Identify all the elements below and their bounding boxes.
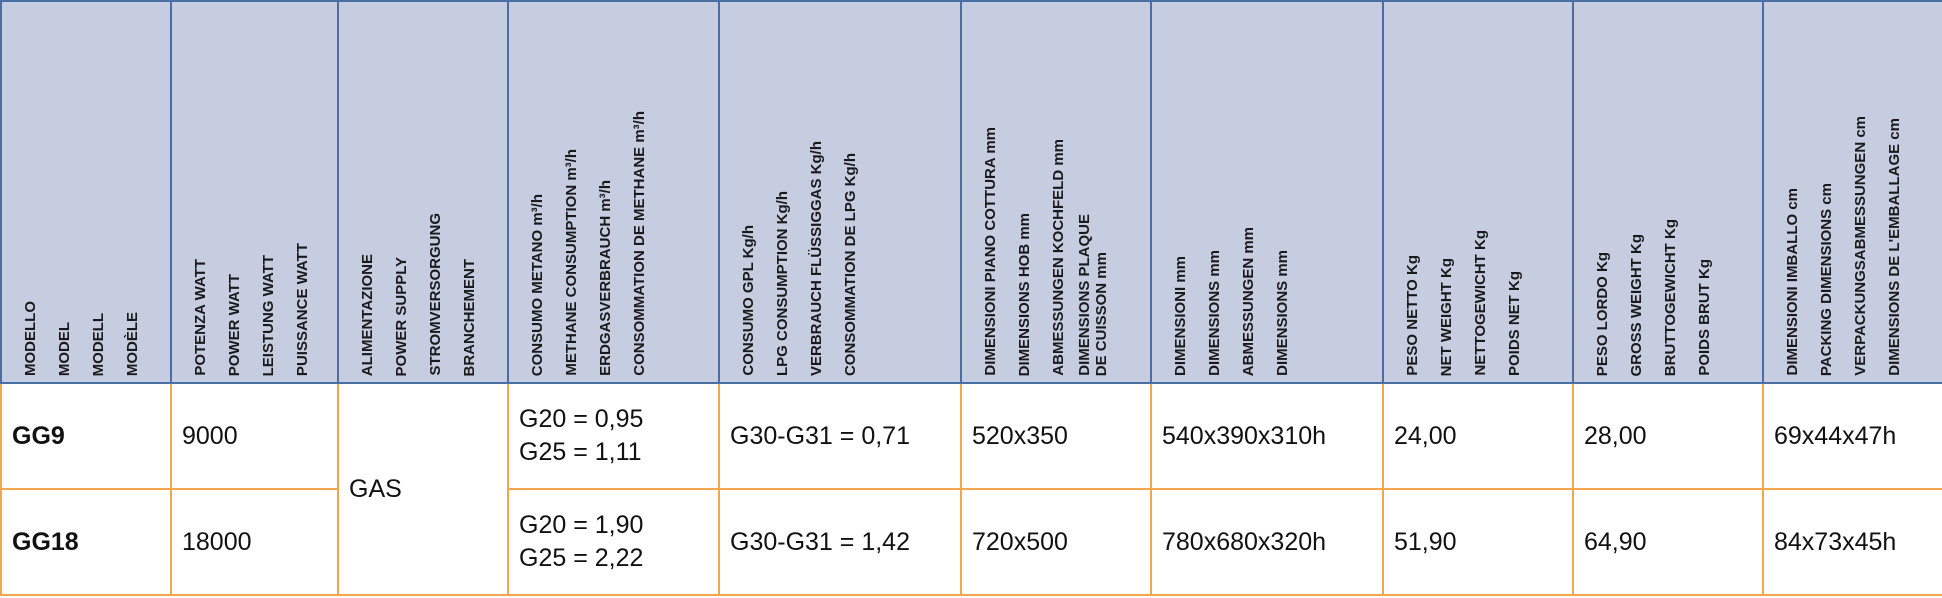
header-line: PESO LORDO Kg [1594, 251, 1611, 376]
header-power: POTENZA WATT POWER WATT LEISTUNG WATT PU… [170, 0, 339, 384]
methane-cell: G20 = 1,90 G25 = 2,22 [507, 488, 720, 596]
header-line: ALIMENTAZIONE [359, 253, 376, 376]
header-line: POIDS BRUT Kg [1696, 259, 1713, 376]
header-line: DE CUISSON mm [1093, 251, 1110, 376]
lpg-cell: G30-G31 = 1,42 [718, 488, 962, 596]
header-line: POTENZA WATT [192, 259, 209, 376]
dimensions-cell: 780x680x320h [1150, 488, 1384, 596]
methane-g20: G20 = 0,95 [519, 405, 644, 433]
header-hob-dimensions: DIMENSIONI PIANO COTTURA mm DIMENSIONS H… [960, 0, 1152, 384]
header-methane-consumption: CONSUMO METANO m³/h METHANE CONSUMPTION … [507, 0, 720, 384]
header-line: ERDGASVERBRAUCH m³/h [597, 180, 614, 376]
header-line: ABMESSUNGEN KOCHFELD mm [1050, 139, 1067, 376]
header-line: PUISSANCE WATT [294, 242, 311, 376]
header-row: MODELLO MODEL MODELL MODÈLE POTENZA WATT… [0, 0, 1942, 384]
header-line: CONSOMMATION DE METHANE m³/h [631, 111, 648, 376]
header-line: BRUTTOGEWICHT Kg [1662, 218, 1679, 376]
header-line: DIMENSIONS mm [1206, 250, 1223, 376]
header-line: CONSUMO METANO m³/h [529, 193, 546, 376]
header-line: DIMENSIONS DE L'EMBALLAGE cm [1886, 118, 1903, 376]
header-line: PESO NETTO Kg [1404, 255, 1421, 376]
net-weight-cell: 24,00 [1382, 382, 1574, 490]
model-cell: GG9 [0, 382, 172, 490]
power-supply-cell: GAS [337, 382, 509, 596]
net-weight-cell: 51,90 [1382, 488, 1574, 596]
lpg-cell: G30-G31 = 0,71 [718, 382, 962, 490]
packing-cell: 69x44x47h [1762, 382, 1942, 490]
header-power-supply: ALIMENTAZIONE POWER SUPPLY STROMVERSORGU… [337, 0, 509, 384]
packing-cell: 84x73x45h [1762, 488, 1942, 596]
gross-weight-cell: 64,90 [1572, 488, 1764, 596]
header-line: NET WEIGHT Kg [1438, 257, 1455, 376]
header-line: NETTOGEWICHT Kg [1472, 230, 1489, 376]
header-packing-dimensions: DIMENSIONI IMBALLO cm PACKING DIMENSIONS… [1762, 0, 1942, 384]
header-dimensions: DIMENSIONI mm DIMENSIONS mm ABMESSUNGEN … [1150, 0, 1384, 384]
gross-weight-cell: 28,00 [1572, 382, 1764, 490]
header-net-weight: PESO NETTO Kg NET WEIGHT Kg NETTOGEWICHT… [1382, 0, 1574, 384]
power-cell: 18000 [170, 488, 339, 596]
header-line: VERBRAUCH FLÜSSIGGAS Kg/h [808, 140, 825, 376]
header-lpg-consumption: CONSUMO GPL Kg/h LPG CONSUMPTION Kg/h VE… [718, 0, 962, 384]
header-line: PACKING DIMENSIONS cm [1818, 182, 1835, 376]
header-line: VERPACKUNGSABMESSUNGEN cm [1852, 116, 1869, 376]
header-line: DIMENSIONI PIANO COTTURA mm [982, 127, 999, 376]
header-line: DIMENSIONS HOB mm [1016, 212, 1033, 376]
hob-cell: 520x350 [960, 382, 1152, 490]
power-cell: 9000 [170, 382, 339, 490]
header-line: LEISTUNG WATT [260, 254, 277, 376]
header-line: STROMVERSORGUNG [427, 213, 444, 376]
header-line: DIMENSIONS mm [1274, 250, 1291, 376]
header-line: DIMENSIONS PLAQUE [1076, 214, 1093, 376]
table-row: GG18 18000 G20 = 1,90 G25 = 2,22 G30-G31… [0, 488, 1942, 596]
hob-cell: 720x500 [960, 488, 1152, 596]
header-line: DIMENSIONI mm [1172, 255, 1189, 376]
header-line: POIDS NET Kg [1506, 270, 1523, 376]
header-line: METHANE CONSUMPTION m³/h [563, 149, 580, 376]
methane-g20: G20 = 1,90 [519, 511, 644, 539]
header-line: MODÈLE [124, 311, 141, 376]
header-line: POWER SUPPLY [393, 256, 410, 376]
methane-g25: G25 = 1,11 [519, 438, 642, 466]
methane-g25: G25 = 2,22 [519, 544, 644, 572]
header-line: CONSOMMATION DE LPG Kg/h [842, 152, 859, 376]
header-line: LPG CONSUMPTION Kg/h [774, 191, 791, 376]
header-line: POWER WATT [226, 273, 243, 376]
header-line: MODEL [56, 321, 73, 376]
dimensions-cell: 540x390x310h [1150, 382, 1384, 490]
model-cell: GG18 [0, 488, 172, 596]
methane-cell: G20 = 0,95 G25 = 1,11 [507, 382, 720, 490]
header-model: MODELLO MODEL MODELL MODÈLE [0, 0, 172, 384]
header-line: BRANCHEMENT [461, 258, 478, 377]
header-line: ABMESSUNGEN mm [1240, 226, 1257, 376]
header-line: DIMENSIONI IMBALLO cm [1784, 188, 1801, 376]
header-gross-weight: PESO LORDO Kg GROSS WEIGHT Kg BRUTTOGEWI… [1572, 0, 1764, 384]
header-line: MODELLO [22, 301, 39, 376]
header-line: GROSS WEIGHT Kg [1628, 233, 1645, 377]
header-line: CONSUMO GPL Kg/h [740, 225, 757, 376]
header-line: MODELL [90, 312, 107, 376]
table-row: GG9 9000 GAS G20 = 0,95 G25 = 1,11 G30-G… [0, 382, 1942, 596]
